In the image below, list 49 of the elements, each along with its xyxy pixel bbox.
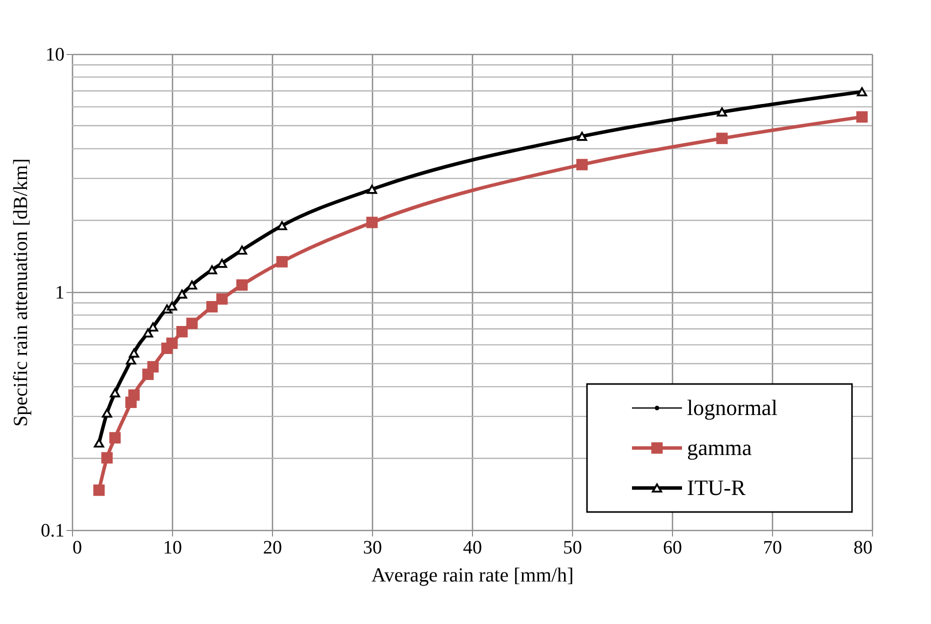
point xyxy=(176,326,188,338)
y-tick-label: 1 xyxy=(55,282,64,304)
point xyxy=(109,432,121,444)
point xyxy=(176,290,188,299)
point xyxy=(856,111,868,123)
legend-label: ITU-R xyxy=(687,475,746,500)
point xyxy=(716,132,728,144)
point xyxy=(576,132,588,141)
point xyxy=(856,87,868,96)
point xyxy=(102,408,112,418)
x-tick-label: 50 xyxy=(563,538,582,558)
point xyxy=(186,280,198,290)
x-tick-label: 40 xyxy=(463,538,482,558)
point xyxy=(576,158,588,170)
point xyxy=(110,388,120,398)
point xyxy=(148,322,158,332)
x-tick-label: 70 xyxy=(763,538,782,558)
point xyxy=(216,293,228,305)
x-tick-label: 10 xyxy=(163,538,182,558)
point xyxy=(716,107,728,116)
point xyxy=(276,256,288,268)
point xyxy=(147,361,159,372)
legend-label: gamma xyxy=(687,435,752,460)
legend-label: lognormal xyxy=(687,395,778,420)
x-tick-label: 30 xyxy=(363,538,382,558)
y-tick-label: 10 xyxy=(46,44,64,66)
y-axis-title: Specific rain attenuation [dB/km] xyxy=(10,158,32,427)
point xyxy=(166,302,178,311)
point xyxy=(206,301,218,312)
point xyxy=(236,246,248,255)
point xyxy=(216,258,228,268)
x-tick-label: 80 xyxy=(854,538,872,558)
point xyxy=(128,348,140,358)
point xyxy=(186,318,198,330)
x-axis-title: Average rain rate [mm/h] xyxy=(371,564,574,586)
y-tick-label: 0.1 xyxy=(40,520,64,542)
point xyxy=(276,221,288,230)
point xyxy=(93,484,105,496)
point xyxy=(94,438,104,448)
point xyxy=(142,328,154,338)
point xyxy=(236,279,248,291)
point xyxy=(128,389,140,401)
x-tick-label: 20 xyxy=(263,538,282,558)
point xyxy=(366,216,378,228)
point xyxy=(366,184,378,194)
point xyxy=(101,452,113,464)
point xyxy=(166,338,178,349)
x-tick-label: 60 xyxy=(663,538,682,558)
x-tick-label: 0 xyxy=(72,538,82,558)
